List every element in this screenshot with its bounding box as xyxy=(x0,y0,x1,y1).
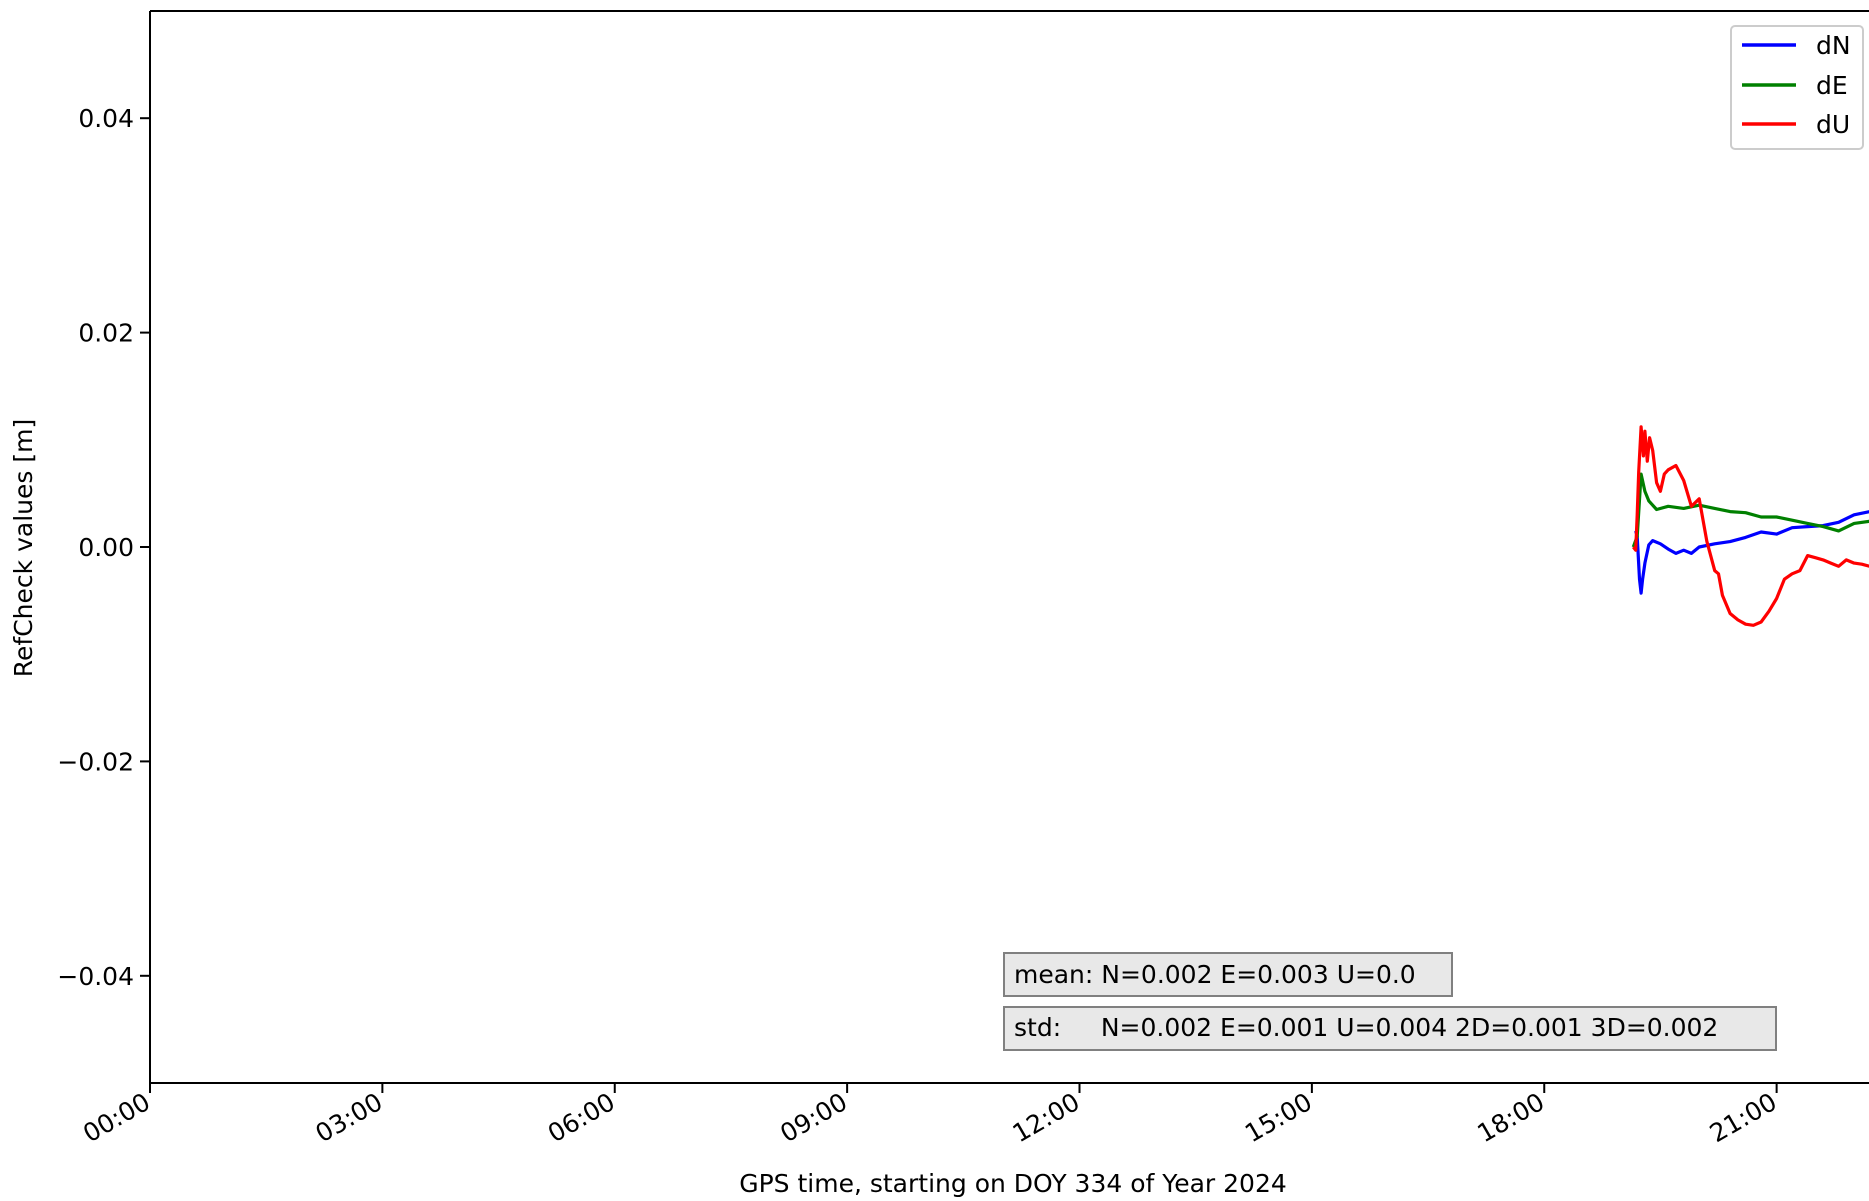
y-tick-label: −0.04 xyxy=(57,962,134,991)
x-tick-label: 15:00 xyxy=(1240,1087,1317,1148)
legend-entry-dU: dU xyxy=(1742,110,1850,139)
y-tick-label: 0.04 xyxy=(78,104,134,133)
legend: dN dE dU xyxy=(1730,25,1864,150)
y-tick-label: 0.02 xyxy=(78,319,134,348)
x-tick-label: 09:00 xyxy=(775,1087,852,1148)
stats-box-std: std: N=0.002 E=0.001 U=0.004 2D=0.001 3D… xyxy=(1003,1006,1777,1051)
legend-entry-dE: dE xyxy=(1742,71,1848,100)
legend-entry-dN: dN xyxy=(1742,31,1851,60)
plot-frame xyxy=(149,10,1869,1084)
stats-mean-text: mean: N=0.002 E=0.003 U=0.0 xyxy=(1014,960,1416,989)
y-tick-label: −0.02 xyxy=(57,747,134,776)
ticks-layer: 00:00 03:00 06:00 09:00 12:00 15:00 18:00 21:00… xyxy=(57,104,1781,1148)
legend-label-dE: dE xyxy=(1816,71,1848,100)
legend-label-dN: dN xyxy=(1816,31,1851,60)
y-axis-label: RefCheck values [m] xyxy=(9,419,38,677)
x-tick-label: 00:00 xyxy=(78,1087,155,1148)
x-tick-label: 06:00 xyxy=(543,1087,620,1148)
x-axis-label: GPS time, starting on DOY 334 of Year 20… xyxy=(739,1169,1287,1198)
legend-label-dU: dU xyxy=(1816,110,1850,139)
series-line-dN xyxy=(1634,510,1869,595)
stats-std-text: std: N=0.002 E=0.001 U=0.004 2D=0.001 3D… xyxy=(1014,1013,1718,1042)
series-layer xyxy=(1631,425,1869,627)
stats-box-mean: mean: N=0.002 E=0.003 U=0.0 xyxy=(1003,952,1453,997)
x-tick-label: 21:00 xyxy=(1705,1087,1782,1148)
series-line-dE xyxy=(1631,472,1869,548)
legend-frame xyxy=(1730,25,1864,150)
series-line-dU xyxy=(1632,425,1869,627)
x-tick-label: 12:00 xyxy=(1008,1087,1085,1148)
y-tick-label: 0.00 xyxy=(78,533,134,562)
x-tick-label: 18:00 xyxy=(1472,1087,1549,1148)
x-tick-label: 03:00 xyxy=(310,1087,387,1148)
